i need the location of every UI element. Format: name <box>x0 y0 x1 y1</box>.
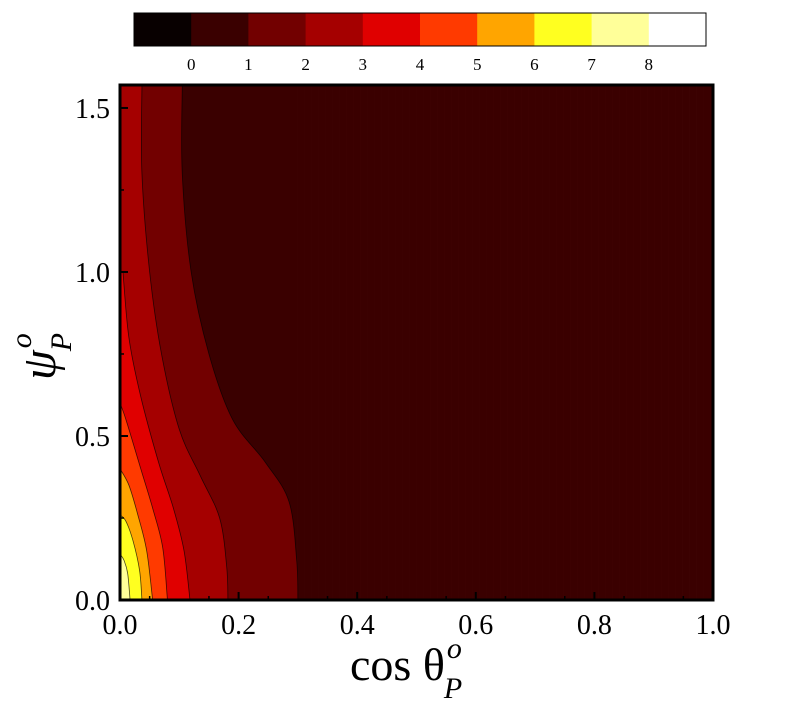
colorbar-labels: 0 1 2 3 4 5 6 7 8 <box>187 55 653 74</box>
colorbar-swatch <box>134 13 192 46</box>
colorbar-frame <box>133 12 707 47</box>
x-tick-label: 0.8 <box>577 610 612 641</box>
x-tick-label: 1.0 <box>696 610 731 641</box>
colorbar <box>133 12 707 47</box>
colorbar-swatch <box>248 13 307 46</box>
colorbar-tick-label: 1 <box>244 55 253 74</box>
contour-fills <box>120 85 713 600</box>
colorbar-tick-label: 7 <box>587 55 596 74</box>
contour-line <box>122 271 191 600</box>
x-tick-label: 0.6 <box>458 610 493 641</box>
colorbar-swatch <box>420 13 478 46</box>
plot-frame <box>118 83 715 602</box>
y-tick-label: 1.5 <box>75 94 110 125</box>
x-tick-label: 0.4 <box>340 610 375 641</box>
colorbar-tick-label: 5 <box>473 55 482 74</box>
x-axis-label-subscript: P <box>443 672 462 705</box>
colorbar-tick-label: 0 <box>187 55 196 74</box>
colorbar-swatch <box>305 13 364 46</box>
y-axis-ticks: 0.0 0.5 1.0 1.5 <box>75 94 128 617</box>
contour-line <box>120 468 154 600</box>
colorbar-tick-label: 8 <box>645 55 654 74</box>
y-axis-label-superscript: o <box>5 333 38 348</box>
contour-line <box>120 403 168 600</box>
contour-line <box>181 85 299 600</box>
colorbar-tick-label: 6 <box>530 55 539 74</box>
y-axis-label: ψo P <box>5 333 78 380</box>
colorbar-tick-label: 4 <box>416 55 425 74</box>
y-tick-label: 1.0 <box>75 258 110 289</box>
colorbar-swatch <box>534 13 593 46</box>
contour-line <box>140 85 229 600</box>
y-tick-label: 0.0 <box>75 586 110 617</box>
colorbar-tick-label: 2 <box>301 55 310 74</box>
y-tick-label: 0.5 <box>75 422 110 453</box>
contour-line <box>120 553 131 600</box>
colorbar-tick-label: 3 <box>359 55 368 74</box>
x-axis-label-main: cos θ <box>350 639 445 690</box>
y-axis-label-main: ψ <box>13 349 66 380</box>
colorbar-swatch <box>477 13 535 46</box>
colorbar-swatch <box>648 13 707 46</box>
colorbar-swatch <box>362 13 421 46</box>
colorbar-swatch <box>591 13 650 46</box>
x-axis-label-superscript: o <box>447 632 462 665</box>
x-tick-label: 0.0 <box>103 610 138 641</box>
contour-region <box>120 554 131 600</box>
x-axis-label: cos θo P <box>350 632 462 705</box>
x-axis-ticks: 0.0 0.2 0.4 0.6 0.8 1.0 <box>103 592 731 641</box>
y-axis-label-subscript: P <box>45 333 78 352</box>
x-tick-label: 0.2 <box>221 610 256 641</box>
colorbar-swatch <box>191 13 249 46</box>
